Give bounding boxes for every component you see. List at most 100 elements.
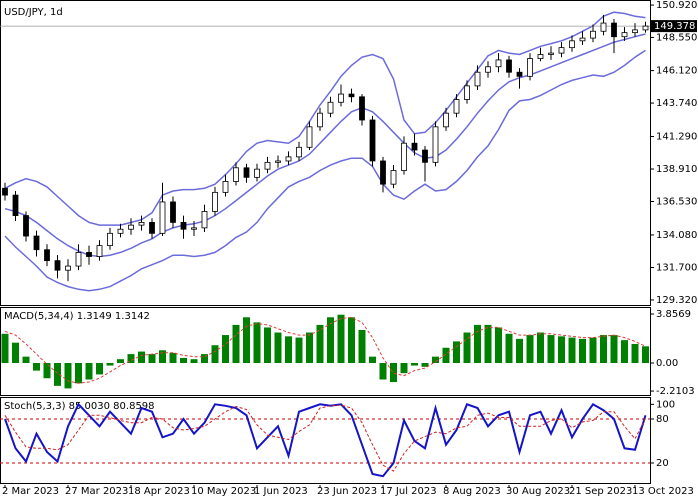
candle-body <box>306 126 313 148</box>
candle-body <box>86 252 92 257</box>
candle-body <box>201 211 208 229</box>
candle-body <box>579 37 586 42</box>
macd-bar <box>421 363 429 367</box>
candle-body <box>180 222 187 230</box>
x-tick-label: 23 Jun 2023 <box>317 486 377 497</box>
candle-body <box>23 215 29 237</box>
macd-bar <box>568 337 576 363</box>
candle-body <box>117 228 124 234</box>
x-tick-label: 13 Oct 2023 <box>632 486 694 497</box>
macd-bar <box>274 332 282 363</box>
macd-bar <box>316 324 324 363</box>
macd-bar <box>75 363 82 384</box>
macd-title: MACD(5,34,4) 1.3149 1.3142 <box>4 311 150 322</box>
macd-bar <box>1 333 9 363</box>
candle-body <box>516 71 523 77</box>
macd-bar <box>369 356 376 363</box>
x-tick-label: 10 May 2023 <box>191 486 256 497</box>
macd-bar <box>547 335 555 363</box>
candle-body <box>296 146 302 158</box>
macd-bar <box>117 359 124 363</box>
candle-body <box>170 201 176 223</box>
macd-bar <box>180 357 187 363</box>
x-tick-label: 18 Apr 2023 <box>128 486 190 497</box>
candle-body <box>149 222 155 234</box>
x-tick-label: 2 Mar 2023 <box>2 486 59 497</box>
candle-body <box>54 260 61 271</box>
macd-bar <box>474 324 481 363</box>
candle-body <box>443 112 449 128</box>
macd-bar <box>526 335 534 363</box>
y-tick-label: 129.320 <box>656 295 697 306</box>
y-tick-label: 0.00 <box>656 358 678 369</box>
candle-body <box>44 249 50 262</box>
macd-bar <box>600 335 607 363</box>
macd-bar <box>327 317 334 363</box>
macd-bar <box>222 335 229 363</box>
macd-bar <box>484 324 492 363</box>
candle-body <box>506 59 512 73</box>
macd-bar <box>442 347 450 363</box>
candle-body <box>590 30 596 39</box>
macd-bar <box>159 350 166 363</box>
macd-bar <box>348 317 355 363</box>
candle-body <box>96 245 103 257</box>
macd-bar <box>253 322 261 363</box>
macd-bar <box>12 342 19 363</box>
candle-body <box>359 96 365 121</box>
candle-body <box>453 99 460 114</box>
y-tick-label: -2.2103 <box>656 386 695 397</box>
y-tick-label: 100 <box>656 399 675 410</box>
macd-bar <box>516 338 523 363</box>
candle-body <box>432 126 439 163</box>
macd-bar <box>33 363 40 371</box>
candle-body <box>212 191 218 212</box>
candle-body <box>264 161 271 170</box>
macd-bar <box>621 340 628 363</box>
macd-bar <box>558 336 565 363</box>
macd-bar <box>138 351 145 363</box>
stoch-line <box>4 402 647 478</box>
x-tick-label: 8 Aug 2023 <box>443 486 501 497</box>
macd-bar <box>127 354 135 363</box>
candle-body <box>338 93 344 103</box>
signal-line <box>4 316 646 384</box>
candle-body <box>632 29 638 34</box>
macd-bar <box>64 363 72 389</box>
macd-bar <box>201 354 208 363</box>
y-tick-label: 146.120 <box>656 66 697 77</box>
candle-body <box>621 32 628 38</box>
bollinger-band <box>4 33 646 258</box>
y-tick-label: 138.910 <box>656 164 697 175</box>
candle-body <box>642 25 649 31</box>
candle-body <box>33 235 40 251</box>
macd-bar <box>43 363 51 379</box>
macd-bar <box>505 333 513 363</box>
candle-body <box>485 66 491 73</box>
candle-body <box>254 168 260 178</box>
candle-body <box>401 142 407 171</box>
bollinger-band <box>4 11 646 226</box>
candle-body <box>464 85 470 100</box>
chart-title: USD/JPY, 1d <box>4 7 63 18</box>
candle-body <box>138 222 145 226</box>
macd-bar <box>148 354 156 363</box>
candle-body <box>527 58 533 77</box>
candle-body <box>474 71 481 87</box>
macd-bar <box>306 332 313 363</box>
candle-body <box>75 252 82 267</box>
candle-body <box>233 167 239 182</box>
y-tick-label: 80 <box>656 414 669 425</box>
macd-bar <box>579 338 586 363</box>
candle-body <box>128 224 134 230</box>
candle-body <box>611 22 617 38</box>
x-tick-label: 17 Jul 2023 <box>380 486 437 497</box>
y-tick-label: 150.920 <box>656 0 697 11</box>
macd-bar <box>610 335 618 363</box>
candle-body <box>558 47 565 54</box>
macd-bar <box>285 336 292 363</box>
macd-bar <box>85 363 93 380</box>
macd-bar <box>232 324 240 363</box>
